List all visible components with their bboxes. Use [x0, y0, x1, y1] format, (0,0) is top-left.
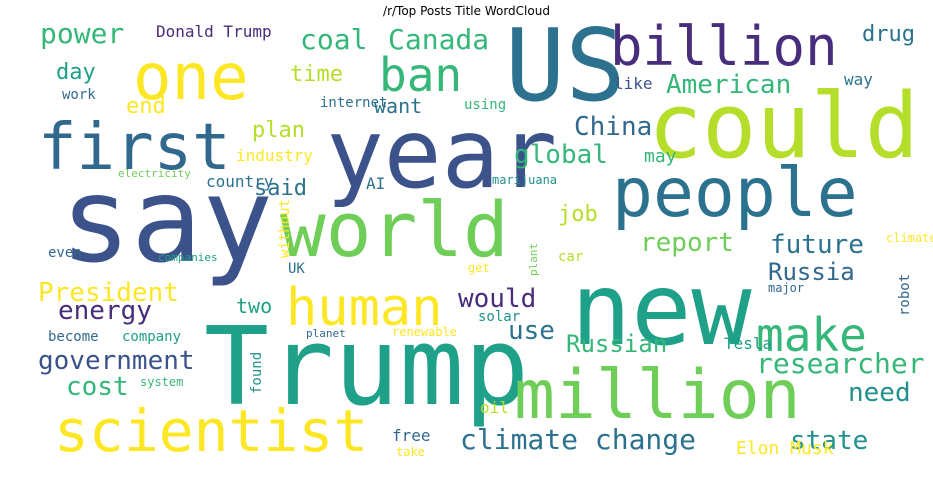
word-need: need	[848, 378, 911, 408]
word-climate: major	[768, 281, 805, 295]
word-us: US	[505, 7, 626, 124]
wordcloud-title: /r/Top Posts Title WordCloud	[383, 4, 550, 18]
word-government: government	[38, 346, 195, 376]
word-china: China	[574, 112, 653, 142]
word-become: company	[122, 329, 182, 345]
word-could: could	[648, 74, 919, 179]
word-climate-change: climate change	[460, 423, 697, 456]
word-report: report	[640, 228, 734, 258]
word-day: day	[56, 60, 96, 85]
word-first-time: renewable	[392, 325, 458, 339]
word-billion: billion	[610, 15, 838, 78]
word-using: AI	[366, 174, 386, 193]
word-scientist: scientist	[54, 397, 369, 465]
word-world: world	[280, 185, 509, 274]
word-plant: get	[468, 261, 490, 275]
word-new: new	[571, 251, 752, 368]
word-people: people	[612, 154, 858, 233]
word-said: said	[254, 176, 307, 201]
word-future: future	[770, 230, 864, 260]
word-oil: take	[396, 445, 425, 459]
word-get: climate	[886, 231, 933, 245]
word-companies: electricity	[118, 167, 191, 180]
word-electricity: marijuana	[492, 173, 558, 187]
word-make: make	[756, 308, 867, 362]
word-energy: energy	[58, 296, 152, 326]
word-elon-musk: may	[644, 146, 677, 167]
word-russian: Russian	[566, 330, 668, 358]
word-internet: using	[464, 97, 507, 113]
word-russia: Russia	[768, 258, 855, 286]
word-country: industry	[236, 146, 314, 165]
word-want: want	[374, 94, 423, 118]
word-canada: Canada	[388, 23, 490, 56]
word-one: one	[133, 41, 249, 115]
word-even: work	[62, 87, 96, 103]
word-power: power	[40, 17, 125, 50]
word-trump: Trump	[204, 305, 530, 430]
word-may: drug	[862, 22, 915, 47]
word-global: global	[514, 140, 608, 170]
word-use: use	[508, 316, 555, 346]
word-president: President	[38, 278, 179, 308]
word-major: robot	[897, 273, 913, 316]
word-million: million	[514, 356, 801, 435]
word-ban: ban	[379, 48, 463, 102]
word-way: like	[614, 74, 653, 93]
word-two: two	[236, 294, 273, 318]
word-like: internet	[320, 95, 388, 111]
word-tesla: Elon Musk	[736, 438, 834, 459]
word-coal: coal	[300, 23, 368, 56]
word-plan: plan	[252, 118, 305, 143]
word-system: companies	[158, 251, 218, 264]
word-found: without	[277, 198, 293, 258]
word-ai: country	[206, 172, 274, 191]
word-human: human	[286, 278, 443, 338]
word-without: car	[558, 249, 584, 265]
word-time: time	[290, 62, 343, 87]
word-state: state	[790, 426, 869, 456]
word-marijuana: plant	[527, 242, 540, 276]
word-researcher: researcher	[756, 347, 925, 380]
word-american: American	[666, 70, 792, 100]
word-end: end	[126, 94, 166, 119]
word-solar: become	[48, 329, 99, 345]
word-job: job	[558, 202, 598, 227]
word-uk: Tesla	[724, 334, 773, 353]
word-company: even	[48, 245, 82, 261]
word-take: free	[392, 426, 431, 445]
word-car: oil	[480, 398, 509, 417]
word-cost: cost	[66, 372, 129, 402]
wordcloud: US say Trump new year could world people…	[18, 16, 933, 476]
word-first: first	[38, 111, 231, 185]
word-work: way	[844, 70, 873, 89]
word-robot: found	[249, 351, 265, 394]
word-say: say	[60, 151, 274, 289]
word-planet: system	[140, 375, 184, 389]
word-donald-trump: UK	[288, 261, 305, 277]
word-would: would	[458, 284, 537, 314]
word-industry: Donald Trump	[156, 22, 272, 41]
word-year: year	[326, 98, 558, 210]
word-renewable: planet	[306, 327, 346, 340]
word-free: solar	[478, 309, 521, 325]
